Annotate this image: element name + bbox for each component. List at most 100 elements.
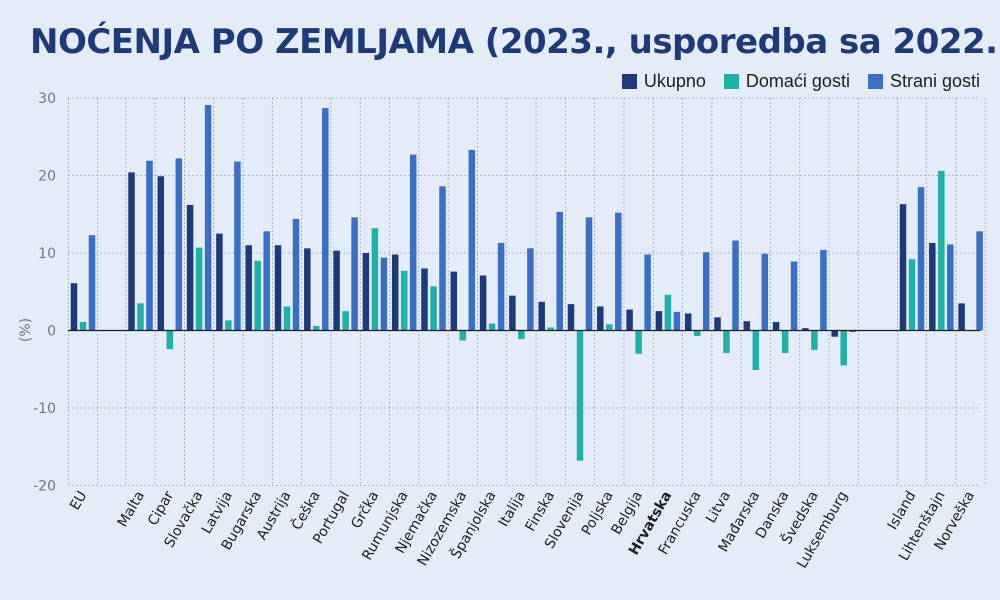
bar-ukupno — [597, 306, 604, 331]
x-tick-label: EU — [67, 489, 90, 514]
bar-ukupno — [772, 321, 780, 331]
bar-ukupno — [304, 248, 311, 331]
legend-label-domaci: Domaći gosti — [745, 71, 850, 91]
bar-domaci — [342, 311, 349, 331]
bar-strani — [702, 252, 710, 331]
bar-ukupno — [567, 304, 575, 331]
bar-domaci — [840, 330, 847, 366]
bar-ukupno — [743, 321, 751, 331]
bar-ukupno — [655, 311, 663, 331]
bar-ukupno — [479, 275, 487, 331]
bar-ukupno — [70, 283, 78, 331]
bar-strani — [556, 211, 563, 331]
bar-ukupno — [450, 271, 458, 331]
bar-strani — [947, 244, 954, 331]
bar-strani — [673, 311, 681, 331]
legend-swatch-domaci — [723, 74, 739, 89]
bar-ukupno — [245, 245, 252, 331]
bar-domaci — [938, 170, 945, 331]
y-tick-label: -20 — [33, 479, 56, 495]
bar-domaci — [195, 247, 203, 331]
bar-ukupno — [802, 328, 809, 331]
bar-ukupno — [626, 309, 633, 331]
legend-item-domaci: Domaći gosti — [723, 71, 850, 92]
bar-ukupno — [831, 330, 838, 337]
bar-domaci — [547, 327, 554, 331]
bar-strani — [917, 187, 925, 331]
bar-strani — [380, 257, 388, 331]
bar-ukupno — [899, 204, 907, 331]
bar-ukupno — [509, 295, 516, 331]
bar-domaci — [459, 330, 467, 341]
bar-ukupno — [333, 250, 340, 331]
legend-item-strani: Strani gosti — [867, 71, 980, 92]
bar-domaci — [576, 330, 584, 461]
bar-domaci — [488, 323, 496, 331]
bar-strani — [351, 217, 358, 331]
bar-domaci — [635, 330, 642, 354]
bar-strani — [88, 235, 96, 331]
bar-strani — [820, 249, 827, 331]
y-tick-label: 10 — [38, 246, 56, 262]
bar-ukupno — [958, 303, 965, 331]
bar-strani — [322, 108, 329, 331]
bar-domaci — [693, 330, 701, 336]
bar-strani — [585, 217, 593, 331]
bar-domaci — [752, 330, 760, 371]
y-tick-label: 20 — [38, 169, 56, 185]
bar-ukupno — [714, 317, 721, 331]
y-tick-label: 30 — [38, 91, 56, 107]
bar-ukupno — [362, 253, 370, 331]
bar-domaci — [254, 260, 261, 331]
bar-ukupno — [391, 254, 399, 331]
bar-strani — [409, 154, 417, 331]
bar-strani — [732, 240, 739, 331]
legend-swatch-strani — [867, 74, 883, 89]
x-tick-label: Litva — [703, 489, 734, 526]
bar-domaci — [400, 270, 408, 331]
legend-item-ukupno: Ukupno — [621, 71, 706, 92]
bar-ukupno — [216, 233, 223, 331]
bar-domaci — [606, 324, 613, 331]
bar-domaci — [79, 321, 87, 331]
bar-strani — [175, 158, 183, 331]
legend-label-ukupno: Ukupno — [643, 71, 706, 91]
chart-title: NOĆENJA PO ZEMLJAMA (2023., usporedba sa… — [30, 22, 1000, 62]
bar-strani — [761, 253, 769, 331]
bar-ukupno — [128, 172, 135, 331]
bar-strani — [497, 242, 505, 331]
bar-strani — [263, 231, 270, 331]
bar-domaci — [371, 228, 379, 331]
bar-strani — [790, 261, 798, 331]
y-tick-label: 0 — [47, 324, 56, 340]
bar-strani — [976, 231, 983, 331]
x-tick-label: Malta — [115, 489, 148, 530]
bar-strani — [527, 248, 534, 331]
bar-domaci — [283, 306, 291, 331]
legend-swatch-ukupno — [621, 74, 637, 89]
bar-ukupno — [421, 268, 428, 331]
bar-domaci — [137, 303, 144, 331]
bar-domaci — [313, 325, 320, 331]
bar-domaci — [166, 330, 174, 350]
bar-ukupno — [929, 242, 936, 331]
bar-domaci — [518, 330, 525, 340]
bar-strani — [644, 254, 651, 331]
bar-ukupno — [186, 204, 194, 331]
y-tick-label: -10 — [33, 401, 56, 417]
chart-legend: Ukupno Domaći gosti Strani gosti — [621, 71, 980, 92]
bar-ukupno — [538, 301, 545, 331]
bar-ukupno — [157, 176, 165, 331]
bar-domaci — [811, 330, 818, 350]
bar-strani — [204, 104, 212, 331]
bar-domaci — [664, 294, 672, 331]
bar-strani — [292, 218, 300, 331]
bar-domaci — [781, 330, 789, 353]
bars-layer — [70, 104, 983, 461]
bar-strani — [468, 149, 476, 331]
bar-strani — [146, 160, 153, 331]
bar-strani — [439, 186, 446, 331]
bar-strani — [849, 330, 856, 333]
legend-label-strani: Strani gosti — [889, 71, 980, 91]
